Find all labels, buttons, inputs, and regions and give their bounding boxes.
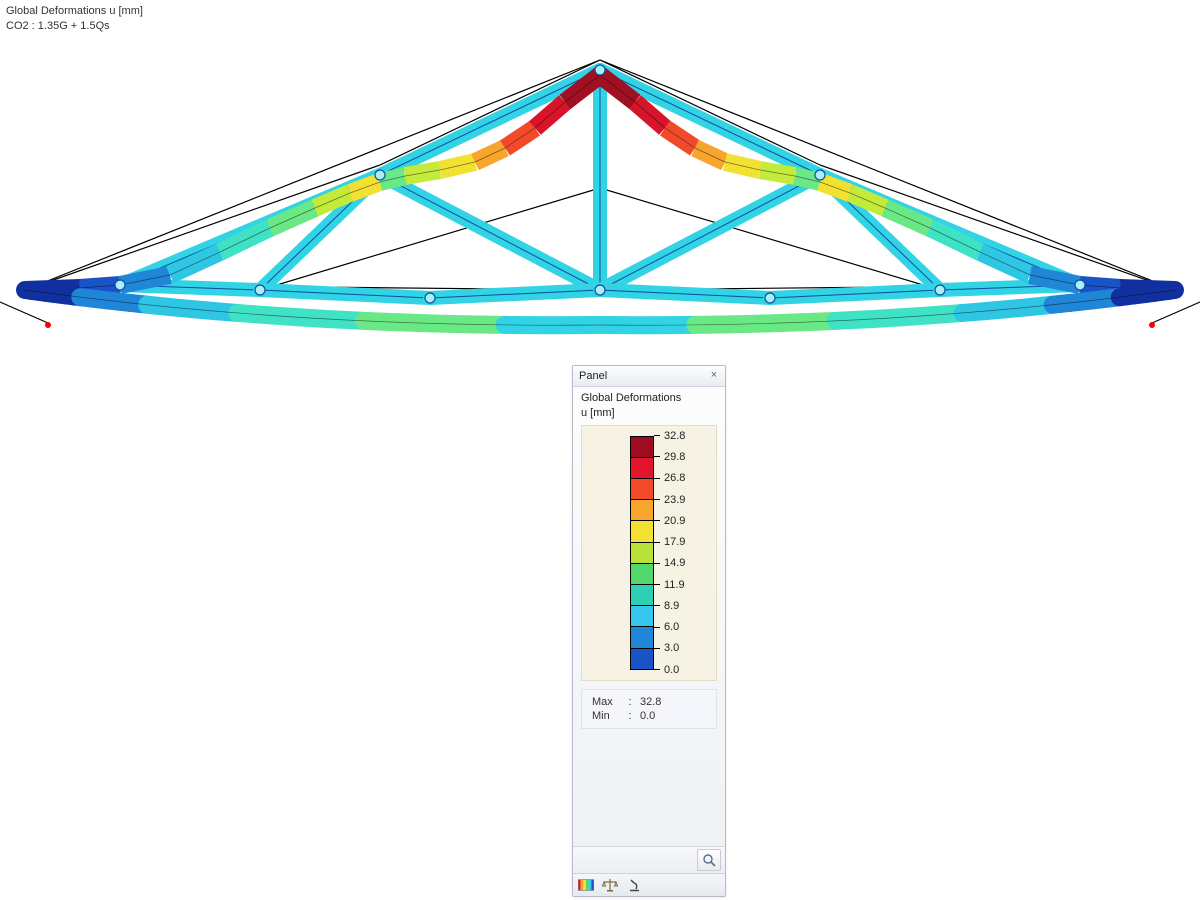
stat-max-value: 32.8 [636,695,708,709]
truss-svg [0,30,1200,360]
microscope-icon[interactable] [625,877,643,893]
legend-tick: 8.9 [654,600,679,612]
legend-segment [631,520,653,541]
cable [600,60,1175,290]
panel-subtitle: Global Deformations u [mm] [573,387,725,425]
legend-tick-label: 8.9 [664,600,679,612]
panel-subtitle-line1: Global Deformations [581,391,717,406]
legend-segment [631,499,653,520]
node [935,285,945,295]
legend-tick: 3.0 [654,642,679,654]
legend-tick-label: 17.9 [664,536,685,548]
legend-segment [631,584,653,605]
panel-title: Panel [579,370,607,382]
legend-tick: 0.0 [654,664,679,676]
legend-tick-label: 14.9 [664,557,685,569]
legend-tick-label: 6.0 [664,621,679,633]
member-outline [380,175,600,290]
magnifier-icon [702,853,716,867]
panel-toolbar [573,846,725,873]
legend-tick-label: 11.9 [664,579,685,591]
legend-tick-label: 20.9 [664,515,685,527]
legend-segment [631,563,653,584]
legend-tick: 6.0 [654,621,679,633]
node [425,293,435,303]
panel-footer-tabs [573,873,725,896]
legend-segment [631,437,653,457]
legend-tick: 23.9 [654,494,685,506]
legend-panel: Panel × Global Deformations u [mm] 32.8 2… [572,365,726,897]
legend-segment [631,542,653,563]
legend-tick: 32.8 [654,430,685,442]
legend-tick: 29.8 [654,451,685,463]
node [1075,280,1085,290]
legend-tick-label: 3.0 [664,642,679,654]
legend-segment [631,457,653,478]
legend-colorbar [630,436,654,670]
legend-tick-label: 29.8 [664,451,685,463]
legend-stats: Max : 32.8 Min : 0.0 [581,689,717,729]
node [765,293,775,303]
panel-spacer [573,739,725,846]
member-outline [600,175,820,290]
node [115,280,125,290]
zoom-detail-button[interactable] [697,849,721,871]
node [595,285,605,295]
balance-icon[interactable] [601,877,619,893]
legend-segment [631,626,653,647]
legend-segment [631,648,653,669]
legend-tick-label: 26.8 [664,472,685,484]
viewport: Global Deformations u [mm] CO2 : 1.35G +… [0,0,1200,900]
support-marker [1149,322,1155,328]
legend-tick-label: 0.0 [664,664,679,676]
model-view[interactable] [0,30,1200,370]
cable [1152,302,1200,323]
close-icon[interactable]: × [707,369,721,383]
legend-tick: 26.8 [654,472,685,484]
legend-segment [631,605,653,626]
legend-tick: 11.9 [654,579,685,591]
legend-tick-label: 32.8 [664,430,685,442]
node [595,65,605,75]
legend-tick: 14.9 [654,557,685,569]
legend-tick: 20.9 [654,515,685,527]
node [255,285,265,295]
node [815,170,825,180]
stat-min-value: 0.0 [636,709,708,723]
stat-min-label: Min [590,709,624,723]
legend-tick-label: 23.9 [664,494,685,506]
legend-segment [631,478,653,499]
result-title: Global Deformations u [mm] [6,4,143,19]
support-marker [45,322,51,328]
legend-box: 32.8 29.8 26.8 23.9 20.9 17.9 14.9 11.9 8.9 6.0 3.… [581,425,717,681]
panel-title-bar[interactable]: Panel × [573,366,725,387]
palette-icon[interactable] [577,877,595,893]
legend-ticks: 32.829.826.823.920.917.914.911.98.96.03.… [654,436,710,670]
stat-max-label: Max [590,695,624,709]
panel-subtitle-line2: u [mm] [581,406,717,421]
cable [25,60,600,290]
node [375,170,385,180]
legend-tick: 17.9 [654,536,685,548]
cable [0,302,48,323]
